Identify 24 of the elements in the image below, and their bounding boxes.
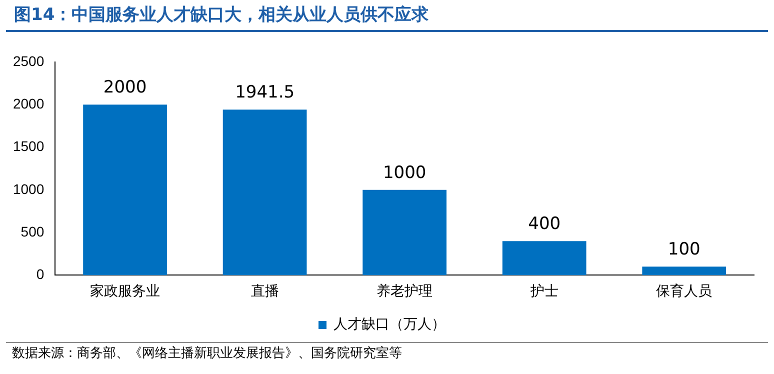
bar xyxy=(83,104,167,276)
bar xyxy=(642,266,726,276)
data-label: 400 xyxy=(528,214,561,234)
x-tick-label: 直播 xyxy=(250,282,279,298)
x-tick-label: 家政服务业 xyxy=(90,282,160,298)
bar xyxy=(222,110,307,276)
y-tick-label: 2500 xyxy=(12,52,44,69)
data-label: 1941.5 xyxy=(235,82,295,103)
y-tick-label: 0 xyxy=(36,266,44,282)
x-tick-label: 保育人员 xyxy=(656,282,712,298)
data-label: 100 xyxy=(668,240,700,260)
data-label: 1000 xyxy=(382,162,426,183)
x-tick-label: 护士 xyxy=(529,282,558,298)
data-label: 2000 xyxy=(103,78,147,98)
chart-title: 图14：中国服务业人才缺口大，相关从业人员供不应求 xyxy=(6,0,768,32)
y-tick-label: 1000 xyxy=(12,180,44,197)
x-tick-label: 养老护理 xyxy=(376,282,433,298)
y-tick-label: 500 xyxy=(20,223,44,240)
y-tick-label: 2000 xyxy=(12,96,44,112)
y-tick-label: 1500 xyxy=(12,138,44,154)
bar xyxy=(362,190,447,276)
legend-label: 人才缺口（万人） xyxy=(334,316,446,333)
source-note: 数据来源：商务部、《网络主播新职业发展报告》、国务院研究室等 xyxy=(6,342,768,365)
bar xyxy=(502,241,586,276)
